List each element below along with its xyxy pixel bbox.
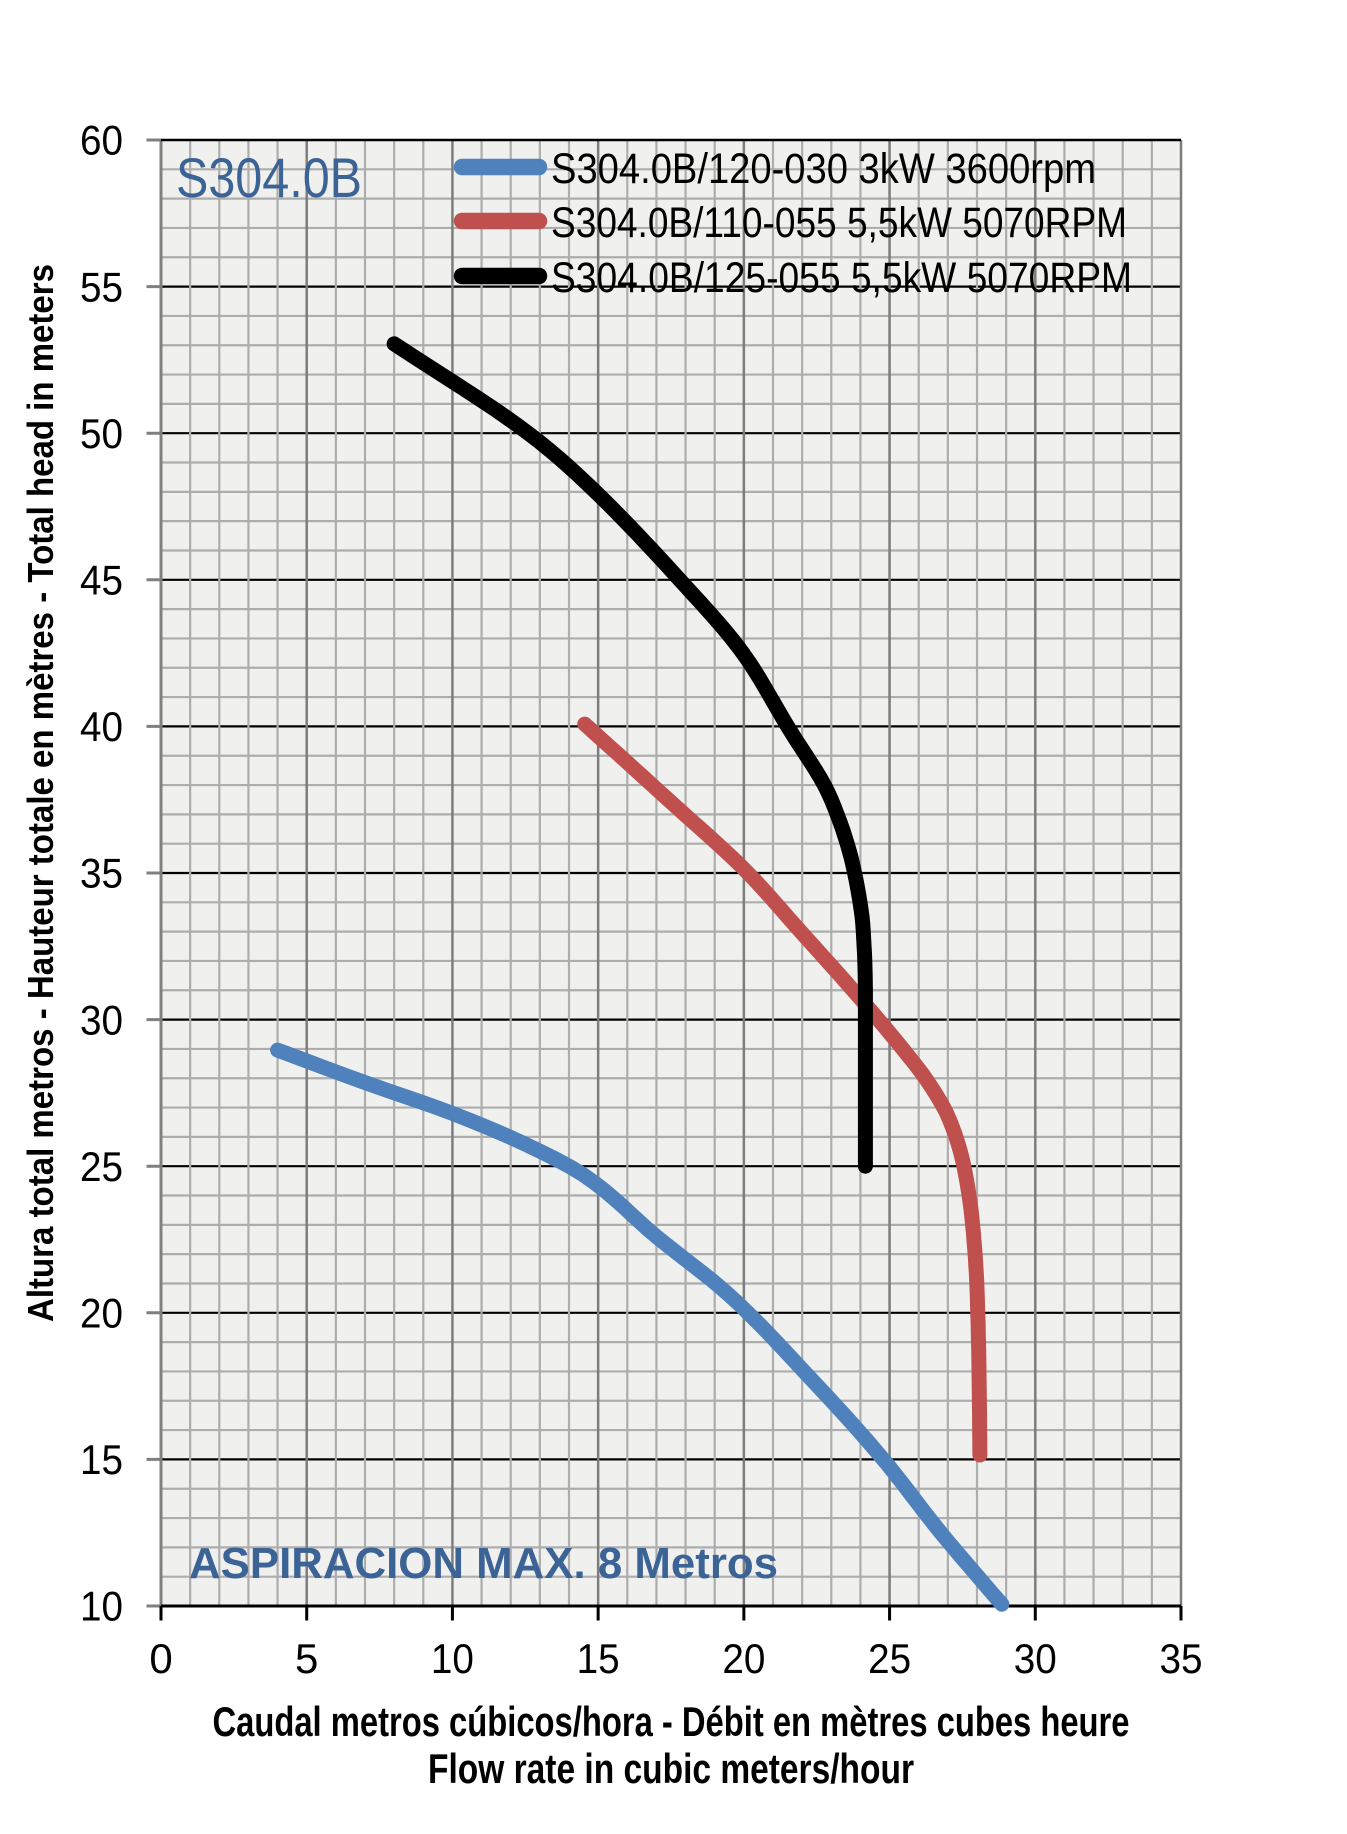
svg-text:Caudal metros cúbicos/hora - D: Caudal metros cúbicos/hora - Débit en mè… (213, 1698, 1130, 1745)
svg-text:25: 25 (868, 1635, 911, 1682)
svg-text:55: 55 (80, 263, 123, 310)
svg-text:15: 15 (80, 1436, 123, 1483)
svg-text:S304.0B/110-055 5,5kW 5070RPM: S304.0B/110-055 5,5kW 5070RPM (551, 199, 1127, 247)
svg-text:50: 50 (80, 410, 123, 457)
svg-text:10: 10 (431, 1635, 474, 1682)
svg-text:35: 35 (80, 850, 123, 897)
svg-text:60: 60 (80, 117, 123, 164)
svg-text:30: 30 (1014, 1635, 1057, 1682)
svg-text:30: 30 (80, 996, 123, 1043)
svg-text:S304.0B: S304.0B (176, 146, 362, 209)
svg-text:45: 45 (80, 557, 123, 604)
svg-text:Flow rate in cubic meters/hour: Flow rate in cubic meters/hour (428, 1745, 914, 1792)
svg-text:15: 15 (577, 1635, 620, 1682)
svg-text:20: 20 (80, 1290, 123, 1337)
svg-text:S304.0B/120-030 3kW 3600rpm: S304.0B/120-030 3kW 3600rpm (551, 145, 1096, 193)
svg-text:5: 5 (295, 1635, 318, 1682)
svg-text:Altura total metros - Hauteur: Altura total metros - Hauteur totale en … (20, 264, 61, 1322)
svg-text:35: 35 (1160, 1635, 1203, 1682)
svg-text:20: 20 (722, 1635, 765, 1682)
svg-text:25: 25 (80, 1143, 123, 1190)
svg-text:10: 10 (80, 1583, 123, 1630)
svg-text:S304.0B/125-055 5,5kW 5070RPM: S304.0B/125-055 5,5kW 5070RPM (551, 254, 1132, 302)
svg-text:ASPIRACION MAX. 8 Metros: ASPIRACION MAX. 8 Metros (189, 1539, 778, 1588)
svg-text:40: 40 (80, 703, 123, 750)
svg-text:0: 0 (149, 1635, 172, 1682)
